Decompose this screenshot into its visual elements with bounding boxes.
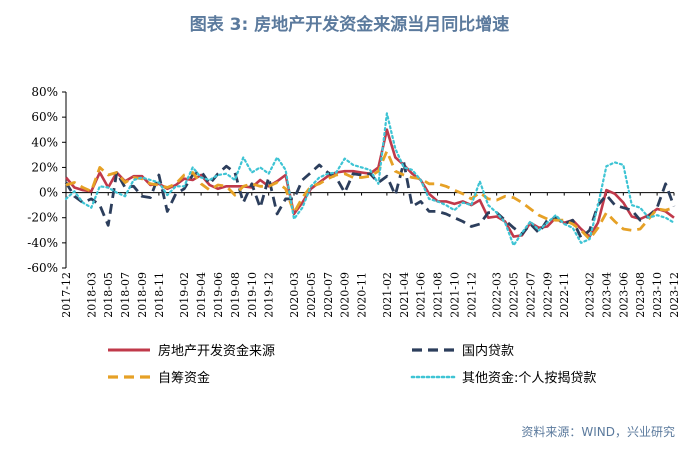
x-tick-label: 2019-06 [212,272,225,318]
series-line-2 [64,160,676,240]
x-tick-label: 2021-08 [432,272,445,318]
series-lines [64,112,676,247]
x-tick-label: 2021-04 [398,272,411,318]
source-note: 资料来源：WIND，兴业研究 [521,425,675,439]
x-tick-label: 2021-06 [415,272,428,318]
y-tick-label: -60% [27,261,58,275]
x-tick-label: 2019-08 [229,272,242,318]
series-line-4 [64,112,676,247]
y-tick-label: 20% [31,160,58,174]
x-tick-label: 2022-11 [558,272,571,318]
x-tick-label: 2021-02 [381,272,394,318]
legend-label: 其他资金:个人按揭贷款 [462,370,596,386]
x-tick-label: 2023-02 [584,272,597,318]
x-tick-label: 2020-07 [322,272,335,318]
x-tick-label: 2018-11 [153,272,166,318]
x-tick-label: 2019-10 [246,272,259,318]
x-tick-label: 2020-11 [356,272,369,318]
x-tick-label: 2023-12 [668,272,681,318]
y-tick-label: 80% [31,85,58,99]
x-tick-label: 2022-07 [524,272,537,318]
y-tick-label: 0% [39,186,58,200]
legend-label: 国内贷款 [462,343,514,359]
y-tick-label: 40% [31,135,58,149]
legend-label: 自筹资金 [158,370,210,386]
x-tick-label: 2017-12 [60,272,73,318]
x-tick-label: 2018-07 [119,272,132,318]
x-tick-label: 2020-09 [339,272,352,318]
x-tick-label: 2018-09 [136,272,149,318]
y-tick-label: 60% [31,110,58,124]
x-axis: 2017-12 2018-03 2018-05 2018-07 2018-09 2018-… [60,192,681,318]
x-tick-label: 2019-04 [195,272,208,318]
x-tick-label: 2022-03 [491,272,504,318]
x-tick-label: 2019-12 [263,272,276,318]
x-tick-label: 2020-03 [288,272,301,318]
chart-title: 图表 3: 房地产开发资金来源当月同比增速 [189,15,510,35]
legend-label: 房地产开发资金来源 [158,343,275,359]
x-tick-label: 2021-12 [465,272,478,318]
x-tick-label: 2023-04 [600,272,613,318]
x-tick-label: 2020-05 [305,272,318,318]
x-tick-label: 2021-10 [448,272,461,318]
y-tick-label: -40% [27,236,58,250]
x-tick-label: 2023-08 [634,272,647,318]
x-tick-label: 2023-06 [617,272,630,318]
x-tick-label: 2018-03 [85,272,98,318]
y-axis: 80% 60% 40% 20% 0% -20% -40% -60% [27,85,67,275]
y-tick-label: -20% [27,211,58,225]
x-tick-label: 2019-02 [178,272,191,318]
series-line-3 [65,149,675,241]
x-tick-label: 2018-05 [102,272,115,318]
x-tick-label: 2022-05 [508,272,521,318]
x-tick-label: 2023-10 [651,272,664,318]
x-tick-label: 2022-09 [541,272,554,318]
